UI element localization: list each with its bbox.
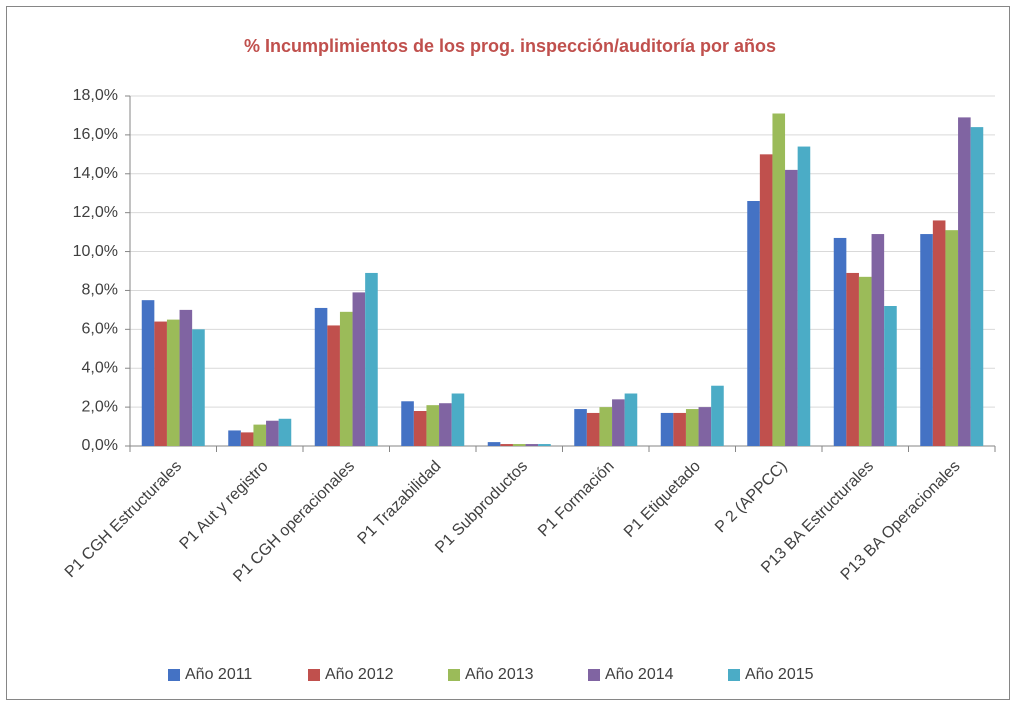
legend-label: Año 2011 <box>185 666 252 683</box>
y-tick-label: 18,0% <box>73 87 118 104</box>
bar <box>833 237 847 446</box>
bar <box>253 424 267 446</box>
legend-swatch <box>588 669 600 681</box>
bar <box>141 300 155 446</box>
legend-label: Año 2014 <box>605 666 674 683</box>
bar <box>970 127 984 446</box>
bar <box>401 401 414 446</box>
bar <box>711 385 724 446</box>
bar <box>365 272 378 446</box>
bar <box>599 407 613 446</box>
legend-label: Año 2013 <box>465 666 534 683</box>
bar <box>685 409 699 446</box>
bar <box>747 201 760 446</box>
bar <box>698 407 712 446</box>
bar <box>958 117 971 446</box>
bar <box>772 113 786 446</box>
legend-swatch <box>308 669 320 681</box>
bar <box>154 321 167 446</box>
legend-label: Año 2012 <box>325 666 394 683</box>
bar <box>945 230 959 446</box>
bar <box>759 154 773 447</box>
bar <box>884 306 897 446</box>
bar <box>673 412 686 446</box>
bar <box>797 146 811 447</box>
legend-swatch <box>168 669 180 681</box>
legend-label: Año 2015 <box>745 666 814 683</box>
y-tick-label: 6,0% <box>82 321 118 338</box>
bar <box>660 412 674 446</box>
bar <box>500 444 513 446</box>
bar <box>451 393 465 446</box>
bar <box>179 309 193 446</box>
bar <box>487 442 501 446</box>
bar <box>426 405 440 446</box>
bar <box>932 220 946 446</box>
bar <box>846 272 859 446</box>
bar <box>240 432 254 446</box>
legend-swatch <box>448 669 460 681</box>
y-tick-label: 14,0% <box>73 165 118 182</box>
bar <box>228 430 241 446</box>
bar <box>785 169 798 446</box>
bar <box>871 234 885 446</box>
bar <box>624 393 638 446</box>
bar <box>920 234 933 446</box>
bar <box>192 329 205 446</box>
bar <box>525 444 539 446</box>
bar <box>439 403 452 446</box>
bar <box>858 276 872 446</box>
y-tick-label: 16,0% <box>73 126 118 143</box>
chart-title: % Incumplimientos de los prog. inspecció… <box>244 36 776 56</box>
y-tick-label: 8,0% <box>82 282 118 299</box>
y-tick-label: 2,0% <box>82 398 118 415</box>
legend-swatch <box>728 669 740 681</box>
bar <box>166 319 180 446</box>
y-tick-label: 4,0% <box>82 359 118 376</box>
bar <box>327 325 340 446</box>
y-tick-label: 12,0% <box>73 204 118 221</box>
bar <box>278 418 292 446</box>
bar <box>339 311 353 446</box>
bar <box>266 420 279 446</box>
bar <box>586 412 600 446</box>
y-tick-label: 10,0% <box>73 243 118 260</box>
bar <box>612 399 625 446</box>
y-tick-label: 0,0% <box>82 437 118 454</box>
bar <box>314 307 328 446</box>
bar <box>538 444 551 446</box>
bar <box>413 411 427 446</box>
bar <box>352 292 366 446</box>
bar <box>574 409 587 446</box>
bar <box>512 444 526 446</box>
